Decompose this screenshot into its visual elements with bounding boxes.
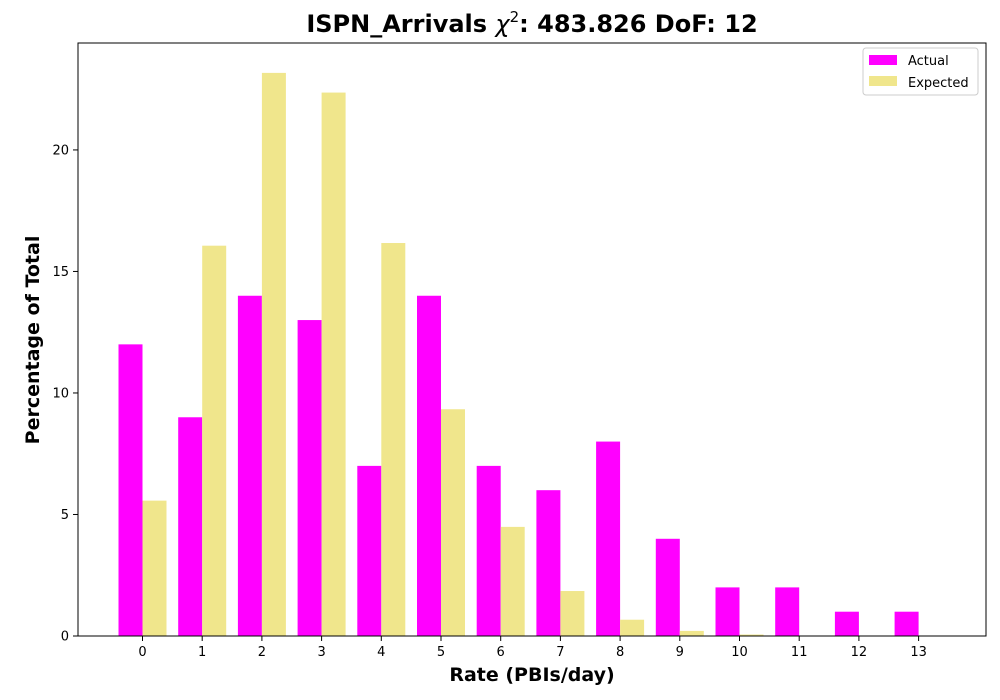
y-tick-label: 0 [61,630,69,645]
legend-swatch-actual [869,55,897,65]
bar-expected-7 [560,591,585,636]
bar-actual-6 [476,465,501,636]
x-tick-label: 10 [731,645,748,660]
plot-frame [77,42,987,637]
x-tick-label: 12 [851,645,868,660]
y-axis-label: Percentage of Total [22,236,44,445]
bar-actual-4 [357,465,382,636]
bar-expected-4 [381,243,406,636]
bars-group [118,72,919,636]
chart-title-suffix: : 483.826 DoF: 12 [519,10,757,38]
bar-actual-5 [417,295,441,636]
legend-swatch-expected [869,76,897,86]
x-tick-label: 9 [676,645,684,660]
bar-expected-0 [142,500,167,636]
bar-actual-3 [297,320,322,636]
bar-expected-5 [441,409,465,636]
bar-actual-0 [118,344,143,636]
bar-actual-8 [596,441,621,636]
x-tick-label: 13 [910,645,927,660]
bar-actual-9 [655,538,680,636]
legend-label-expected: Expected [908,76,969,91]
y-tick-label: 15 [52,265,69,280]
bar-actual-12 [834,611,859,636]
bar-expected-3 [321,92,346,636]
x-tick-label: 6 [497,645,505,660]
bar-expected-6 [500,526,525,636]
chart-title-prefix: ISPN_Arrivals [306,10,495,38]
x-tick-label: 3 [317,645,325,660]
y-tick-label: 5 [61,508,69,523]
chart-title: ISPN_Arrivals χ2: 483.826 DoF: 12 [306,8,757,38]
bar-actual-13 [894,611,919,636]
bar-expected-9 [679,630,704,636]
legend: Actual Expected [862,47,979,96]
x-tick-label: 4 [377,645,385,660]
bar-actual-1 [178,417,203,636]
bar-actual-11 [775,587,800,636]
bar-expected-2 [261,72,286,636]
x-tick-label: 8 [616,645,624,660]
x-tick-label: 5 [437,645,445,660]
bar-actual-10 [715,587,740,636]
chart-title-sup: 2 [510,8,520,26]
x-tick-label: 11 [791,645,808,660]
x-tick-label: 0 [138,645,146,660]
chart-title-chi: χ [493,10,510,38]
bar-expected-10 [739,634,764,636]
bar-expected-8 [620,619,645,636]
bar-expected-1 [202,245,227,636]
bar-actual-7 [536,490,561,636]
legend-label-actual: Actual [908,54,949,69]
x-axis-label: Rate (PBIs/day) [449,664,614,686]
x-ticks-group: 0 1 2 3 4 5 6 7 8 9 10 11 12 13 [138,636,927,660]
x-tick-label: 7 [556,645,564,660]
x-tick-label: 2 [258,645,266,660]
y-tick-label: 10 [52,386,69,401]
y-tick-label: 20 [52,143,69,158]
y-ticks-group: 0 5 10 15 20 [52,143,78,645]
x-tick-label: 1 [198,645,206,660]
bar-actual-2 [237,295,262,636]
